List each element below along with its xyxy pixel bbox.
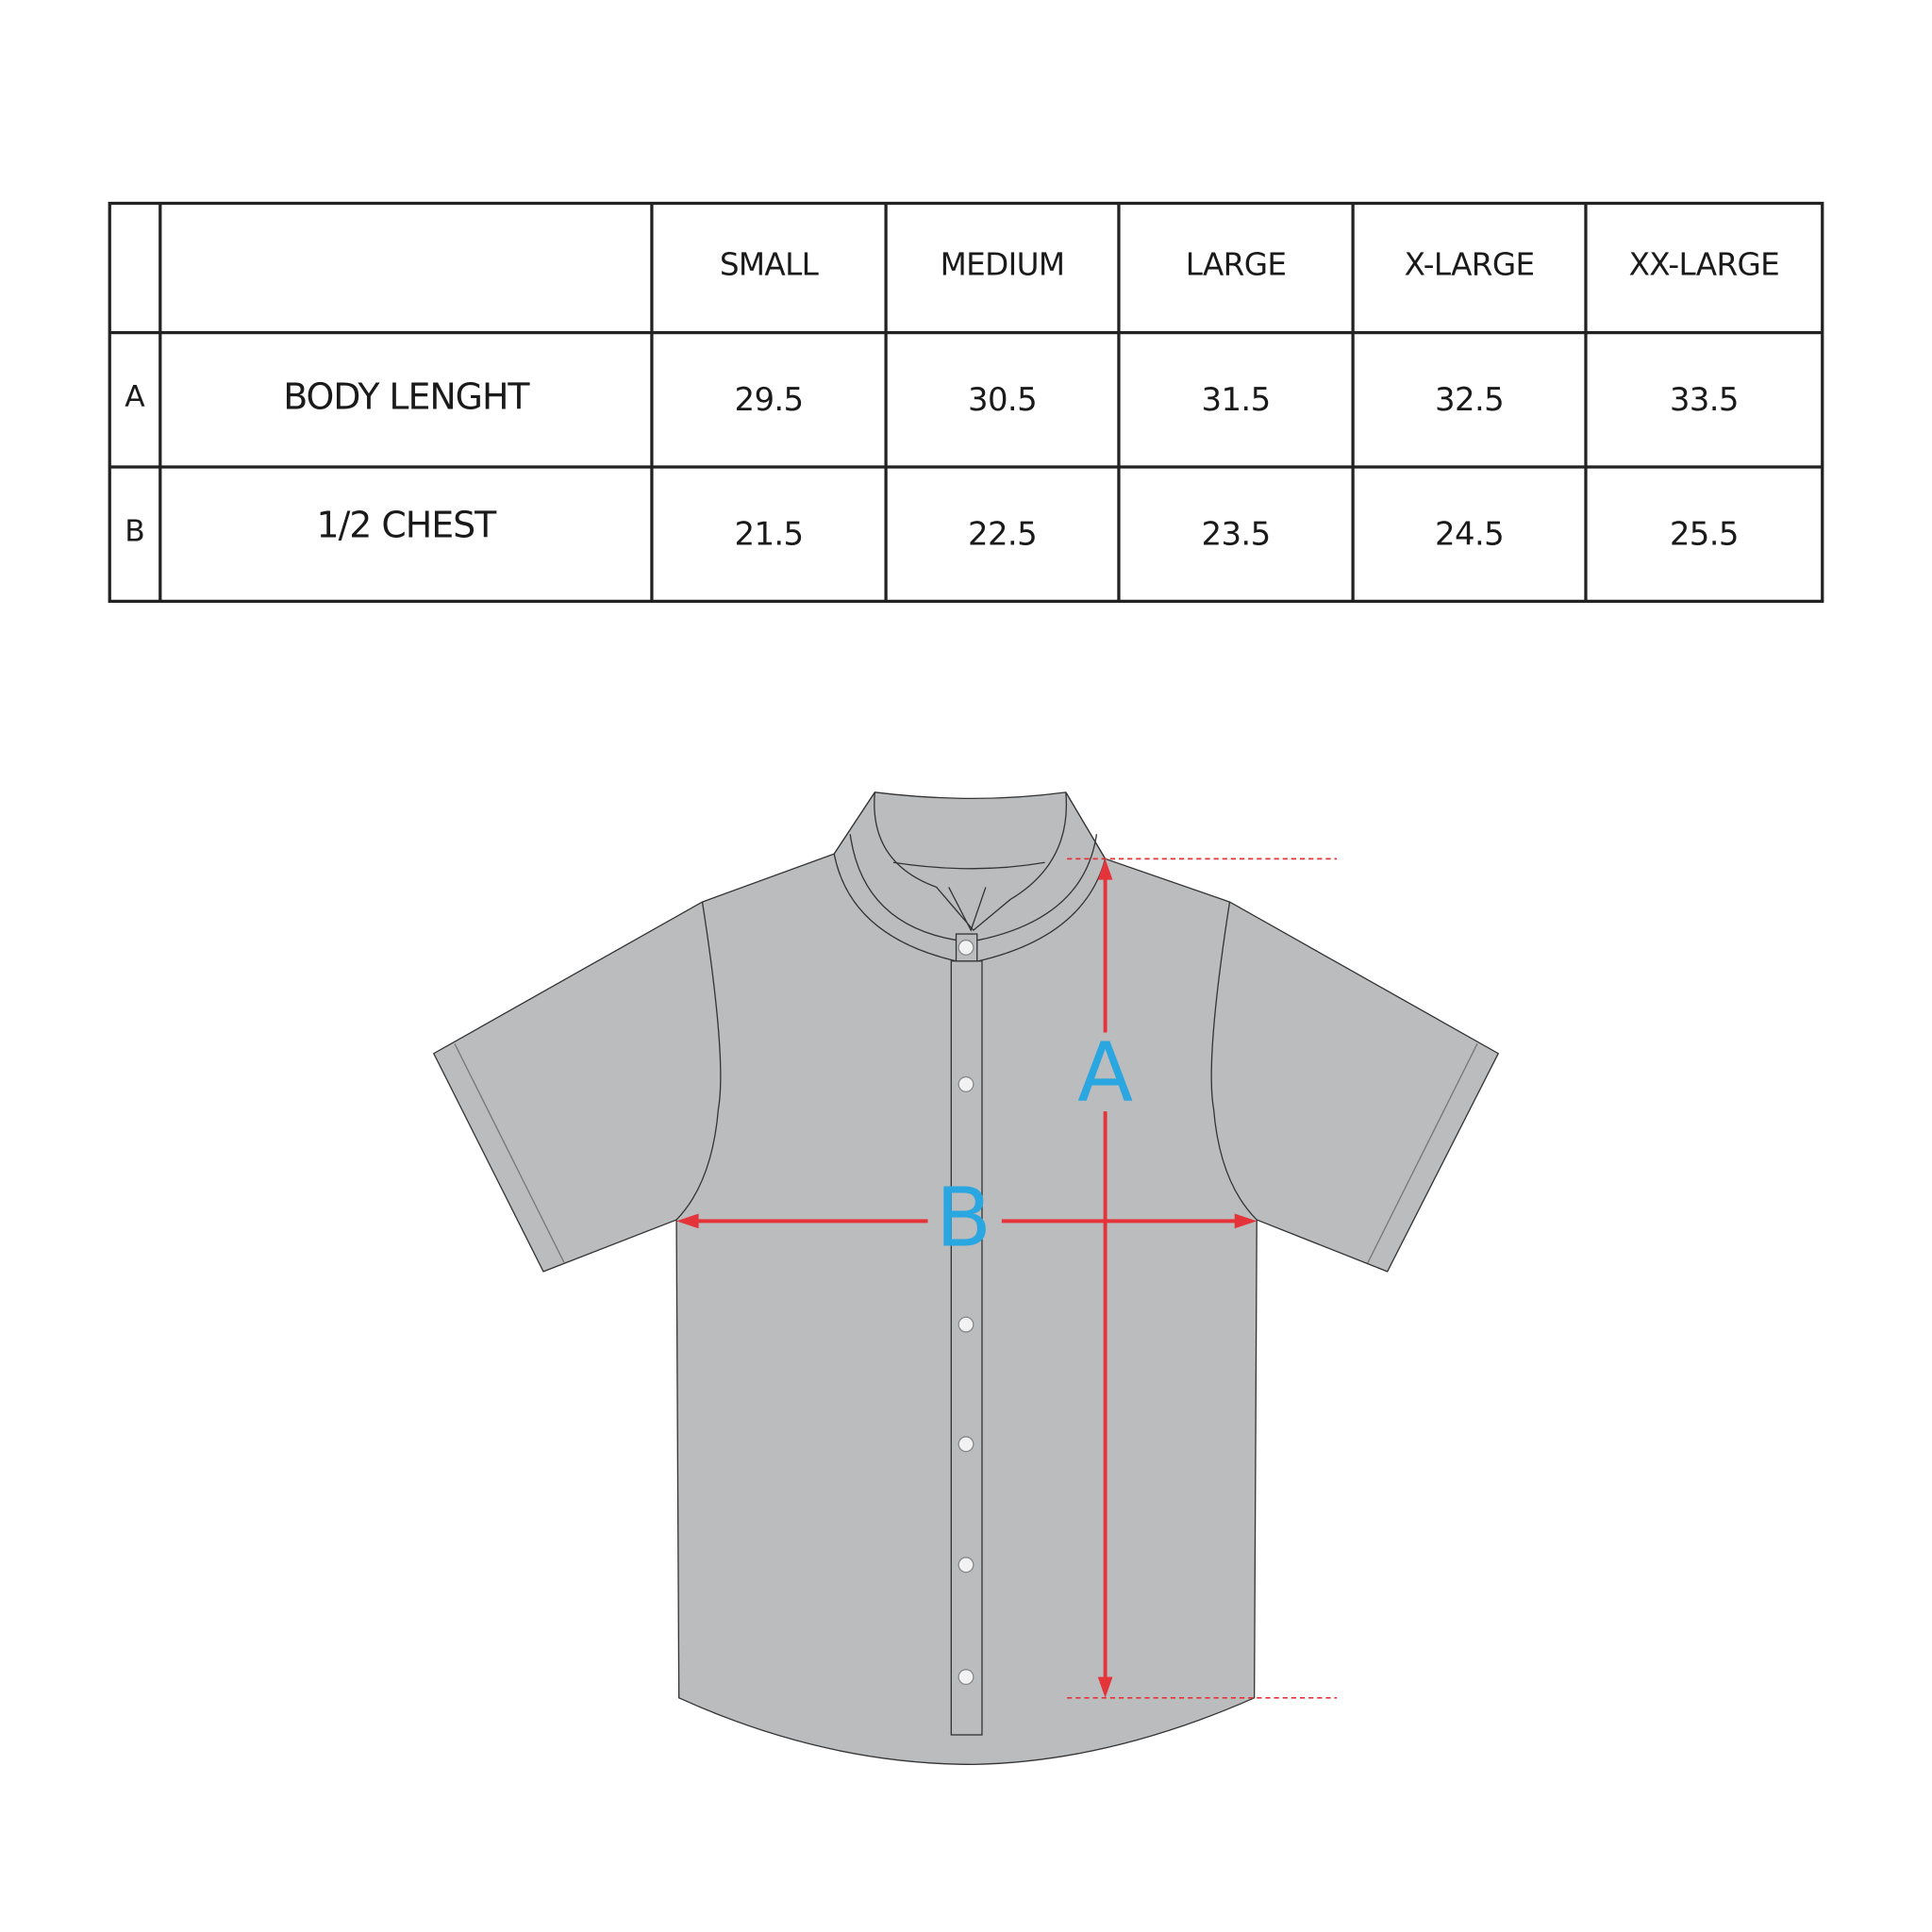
arrowhead-down-icon — [1097, 1676, 1113, 1698]
table-cell: 30.5 — [968, 381, 1038, 419]
table-cell: 21.5 — [734, 515, 805, 553]
column-header: MEDIUM — [940, 246, 1065, 283]
collar-band — [892, 861, 1045, 870]
column-header: XX-LARGE — [1628, 246, 1780, 283]
table-cell: 22.5 — [968, 515, 1038, 553]
shirt-illustration — [432, 791, 1500, 1766]
column-header: LARGE — [1185, 246, 1287, 283]
button-icon — [958, 1436, 974, 1453]
button-icon — [958, 939, 974, 956]
arrowhead-up-icon — [1097, 858, 1113, 880]
row-key: B — [125, 512, 145, 548]
button-icon — [958, 1075, 974, 1092]
table-cell: 31.5 — [1201, 381, 1272, 419]
table-cell: 24.5 — [1435, 515, 1505, 553]
button-icon — [958, 1316, 974, 1333]
arrowhead-left-icon — [676, 1213, 699, 1229]
row-label: BODY LENGHT — [283, 375, 529, 418]
table-cell: 25.5 — [1669, 515, 1740, 553]
table-cell: 32.5 — [1435, 381, 1505, 419]
collar-notch — [948, 887, 987, 932]
sleeve-seam-right — [1210, 901, 1257, 1221]
row-key: A — [125, 378, 145, 414]
table-cell: 29.5 — [734, 381, 805, 419]
sleeve-hem-left — [454, 1042, 565, 1264]
row-label: 1/2 CHEST — [316, 503, 497, 545]
column-header: SMALL — [719, 246, 819, 283]
sleeve-hem-right — [1367, 1042, 1478, 1264]
table-cell: 33.5 — [1669, 381, 1740, 419]
arrowhead-right-icon — [1234, 1213, 1257, 1229]
label-b: B — [936, 1171, 991, 1265]
button-icon — [958, 1669, 974, 1686]
table-cell: 23.5 — [1201, 515, 1272, 553]
column-header: X-LARGE — [1404, 246, 1536, 283]
button-icon — [958, 1557, 974, 1574]
sleeve-seam-left — [675, 901, 722, 1221]
label-a: A — [1077, 1025, 1133, 1120]
